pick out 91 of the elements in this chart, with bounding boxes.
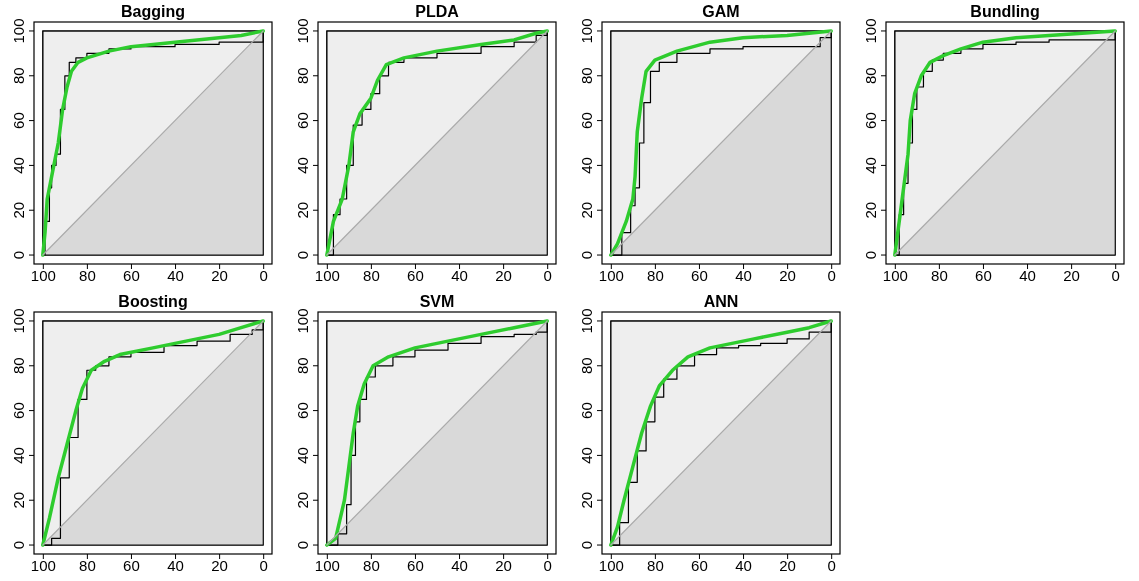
y-tick-label: 60 <box>294 112 311 129</box>
y-tick-label: 100 <box>10 18 27 44</box>
x-tick-label: 80 <box>79 267 96 284</box>
x-tick-label: 100 <box>314 267 340 284</box>
y-tick-label: 20 <box>10 201 27 219</box>
x-tick-label: 100 <box>598 267 624 284</box>
x-tick-label: 0 <box>259 267 268 284</box>
y-tick-label: 60 <box>862 112 879 129</box>
x-tick-label: 80 <box>647 267 664 284</box>
y-tick-label: 100 <box>10 308 27 334</box>
y-tick-label: 40 <box>578 157 595 174</box>
x-tick-label: 0 <box>827 557 836 574</box>
y-tick-label: 80 <box>578 357 595 375</box>
chart-title: Bagging <box>121 3 185 20</box>
x-tick-label: 40 <box>451 267 468 284</box>
x-tick-label: 80 <box>647 557 664 574</box>
y-tick-label: 60 <box>578 402 595 419</box>
y-tick-label: 80 <box>294 67 311 85</box>
y-tick-label: 40 <box>294 157 311 174</box>
y-tick-label: 60 <box>578 112 595 129</box>
x-tick-label: 40 <box>167 557 184 574</box>
x-tick-label: 100 <box>314 557 340 574</box>
x-tick-label: 40 <box>167 267 184 284</box>
chart-title: Bundling <box>970 3 1040 20</box>
y-tick-label: 20 <box>578 491 595 509</box>
chart-title: PLDA <box>415 3 460 20</box>
x-tick-label: 80 <box>363 557 380 574</box>
y-tick-label: 40 <box>862 157 879 174</box>
y-tick-label: 20 <box>578 201 595 219</box>
x-tick-label: 100 <box>882 267 908 284</box>
y-tick-label: 100 <box>862 18 879 44</box>
x-tick-label: 60 <box>123 557 140 574</box>
y-tick-label: 80 <box>294 357 311 375</box>
chart-title: SVM <box>419 293 455 310</box>
y-tick-label: 100 <box>578 18 595 44</box>
x-tick-label: 40 <box>735 267 752 284</box>
y-tick-label: 100 <box>578 308 595 334</box>
x-tick-label: 100 <box>598 557 624 574</box>
x-tick-label: 80 <box>79 557 96 574</box>
x-tick-label: 40 <box>451 557 468 574</box>
y-tick-label: 20 <box>294 491 311 509</box>
y-tick-label: 80 <box>578 67 595 85</box>
y-tick-label: 40 <box>10 157 27 174</box>
y-tick-label: 60 <box>10 112 27 129</box>
y-tick-label: 80 <box>10 67 27 85</box>
x-tick-label: 60 <box>975 267 992 284</box>
y-tick-label: 20 <box>10 491 27 509</box>
x-tick-label: 40 <box>1019 267 1036 284</box>
chart-title: ANN <box>703 293 739 310</box>
chart-title: GAM <box>702 3 740 20</box>
x-tick-label: 20 <box>779 267 796 284</box>
y-tick-label: 0 <box>10 540 27 550</box>
y-tick-label: 60 <box>294 402 311 419</box>
y-tick-label: 0 <box>578 250 595 260</box>
x-tick-label: 0 <box>827 267 836 284</box>
x-tick-label: 0 <box>543 267 552 284</box>
y-tick-label: 40 <box>578 447 595 464</box>
y-tick-label: 60 <box>10 402 27 419</box>
y-tick-label: 0 <box>294 540 311 550</box>
x-tick-label: 20 <box>495 557 512 574</box>
x-tick-label: 20 <box>779 557 796 574</box>
y-tick-label: 80 <box>10 357 27 375</box>
x-tick-label: 20 <box>211 557 228 574</box>
y-tick-label: 0 <box>862 250 879 260</box>
y-tick-label: 0 <box>294 250 311 260</box>
y-tick-label: 100 <box>294 18 311 44</box>
x-tick-label: 0 <box>1111 267 1120 284</box>
x-tick-label: 60 <box>691 557 708 574</box>
x-tick-label: 80 <box>931 267 948 284</box>
y-tick-label: 0 <box>10 250 27 260</box>
x-tick-label: 80 <box>363 267 380 284</box>
x-tick-label: 0 <box>259 557 268 574</box>
chart-title: Boosting <box>118 293 188 310</box>
x-tick-label: 40 <box>735 557 752 574</box>
x-tick-label: 60 <box>123 267 140 284</box>
x-tick-label: 100 <box>30 267 56 284</box>
y-tick-label: 0 <box>578 540 595 550</box>
x-tick-label: 100 <box>30 557 56 574</box>
x-tick-label: 60 <box>407 557 424 574</box>
x-tick-label: 60 <box>407 267 424 284</box>
x-tick-label: 0 <box>543 557 552 574</box>
y-tick-label: 20 <box>862 201 879 219</box>
y-tick-label: 20 <box>294 201 311 219</box>
x-tick-label: 20 <box>211 267 228 284</box>
y-tick-label: 80 <box>862 67 879 85</box>
x-tick-label: 60 <box>691 267 708 284</box>
x-tick-label: 20 <box>495 267 512 284</box>
x-tick-label: 20 <box>1063 267 1080 284</box>
y-tick-label: 40 <box>10 447 27 464</box>
y-tick-label: 40 <box>294 447 311 464</box>
y-tick-label: 100 <box>294 308 311 334</box>
